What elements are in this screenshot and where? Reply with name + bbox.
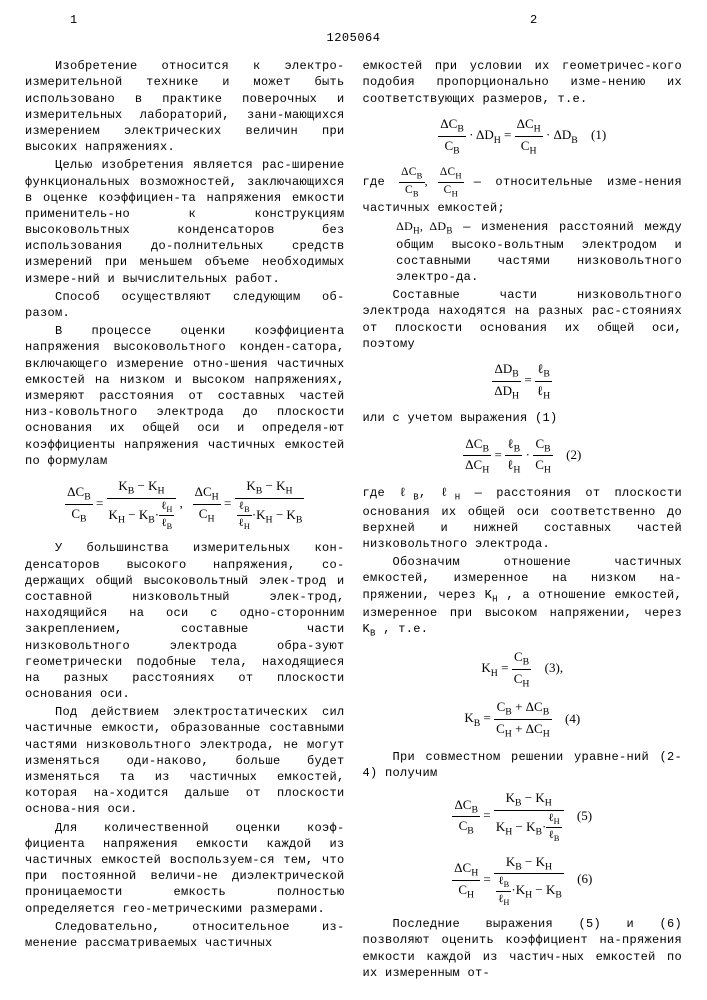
formula-ratio-d: ΔDВΔDН = ℓВℓН [363,360,683,403]
para: Для количественной оценки коэф-фициента … [25,820,345,917]
where-block: ΔDН, ΔDВ — изменения расстояний между об… [363,218,683,285]
para: У большинства измерительных кон-денсатор… [25,540,345,702]
formula-5: ΔCВCВ = KВ − KНKН − KВ·ℓНℓВ (5) [363,789,683,845]
eq-number: (2) [566,446,581,464]
col-num-left: 1 [70,12,77,28]
text-span: , т.е. [383,622,428,636]
formula-2: ΔCВΔCН = ℓВℓН · CВCН (2) [363,435,683,478]
phrase: или с учетом выражения (1) [363,410,683,426]
para: Целью изобретения является рас-ширение ф… [25,157,345,287]
para: емкостей при условии их геометричес-кого… [363,58,683,107]
where-block: где ℓВ, ℓН — расстояния от плоскости осн… [363,485,683,552]
formula-4: KВ = CВ + ΔCВCН + ΔCН (4) [363,698,683,741]
where-label: где [363,175,386,189]
para: В процессе оценки коэффициента напряжени… [25,323,345,469]
para: Следовательно, относительное из-менение … [25,919,345,951]
eq-number: (5) [577,807,592,825]
para: Последние выражения (5) и (6) позволяют … [363,916,683,981]
columns: Изобретение относится к электро-измерите… [25,58,682,983]
formula-6: ΔCНCН = KВ − KНℓВℓН·KН − KВ (6) [363,853,683,909]
doc-number: 1205064 [25,30,682,46]
eq-number: (3), [545,659,563,677]
para: Изобретение относится к электро-измерите… [25,58,345,155]
para: Под действием электростатических сил час… [25,704,345,817]
eq-number: (4) [565,710,580,728]
para: Составные части низковольтного электрода… [363,287,683,352]
formula-1: ΔCВCВ · ΔDН = ΔCНCН · ΔDВ (1) [363,115,683,158]
page: 1 2 1205064 Изобретение относится к элек… [0,0,707,1000]
eq-number: (6) [577,870,592,888]
para: При совместном решении уравне-ний (2-4) … [363,749,683,781]
column-right: емкостей при условии их геометричес-кого… [363,58,683,983]
col-num-right: 2 [530,12,537,28]
where-label: где ℓ [363,486,414,500]
para: Обозначим отношение частичных емкостей, … [363,554,683,640]
where-block: где ΔCВCВ, ΔCНCН — относительные изме-не… [363,165,683,216]
formula-3: KН = CВCН (3), [363,648,683,691]
formula-main-left: ΔCВCВ = KВ − KНKН − KВ·ℓНℓВ , ΔCНCН = KВ… [25,477,345,533]
column-left: Изобретение относится к электро-измерите… [25,58,345,983]
para: Способ осуществляют следующим об-разом. [25,289,345,321]
